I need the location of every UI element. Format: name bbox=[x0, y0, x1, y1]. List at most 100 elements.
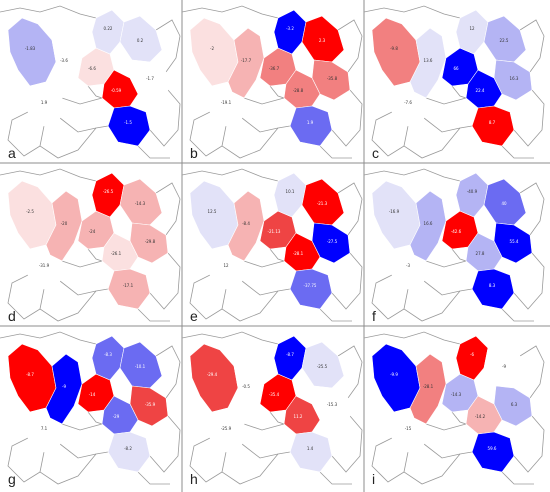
boundary-line bbox=[269, 248, 285, 262]
region-value-label: -28.1 bbox=[293, 251, 304, 256]
region-2 bbox=[45, 27, 83, 99]
region-value-label: 1.9 bbox=[307, 120, 314, 125]
region-2 bbox=[45, 353, 83, 425]
boundary-line bbox=[319, 471, 352, 485]
boundary-line bbox=[39, 451, 97, 485]
region-7 bbox=[283, 232, 321, 272]
region-value-label: -37.75 bbox=[304, 283, 317, 288]
region-value-label: -3.6 bbox=[60, 58, 68, 63]
region-2 bbox=[409, 353, 447, 425]
region-value-label: -26.1 bbox=[111, 251, 122, 256]
region-8 bbox=[107, 105, 151, 147]
boundary-line bbox=[149, 415, 181, 473]
region-value-label: -8.4 bbox=[242, 221, 250, 226]
region-9 bbox=[209, 244, 245, 290]
boundary-line bbox=[189, 111, 223, 157]
region-4 bbox=[91, 335, 125, 381]
region-value-label: -35.4 bbox=[269, 392, 280, 397]
region-value-label: -3.2 bbox=[286, 26, 294, 31]
region-2 bbox=[227, 190, 265, 262]
region-9 bbox=[209, 81, 245, 127]
region-2 bbox=[409, 190, 447, 262]
boundary-line bbox=[337, 19, 363, 73]
panel-label-c: c bbox=[372, 145, 379, 161]
boundary-line bbox=[519, 182, 545, 236]
region-2 bbox=[409, 27, 447, 99]
boundary-line bbox=[221, 288, 279, 322]
boundary-line bbox=[137, 145, 170, 159]
map-panel-d: -2.5 -20 -24 -26.5 -14.3 -29.8 -26.1 -17.1 -31.9… bbox=[0, 168, 181, 324]
region-value-label: 16.3 bbox=[510, 76, 519, 81]
boundary-line bbox=[0, 168, 97, 182]
panel-label-f: f bbox=[372, 308, 376, 324]
region-8 bbox=[471, 268, 515, 310]
region-4 bbox=[91, 172, 125, 218]
region-7 bbox=[101, 395, 139, 435]
region-5 bbox=[119, 15, 163, 63]
region-9 bbox=[391, 407, 427, 453]
boundary-line bbox=[155, 19, 181, 73]
region-value-label: -40.9 bbox=[467, 189, 478, 194]
region-value-label: -21.13 bbox=[268, 229, 281, 234]
region-value-label: 12 bbox=[223, 263, 229, 268]
region-value-label: 12.5 bbox=[208, 209, 217, 214]
boundary-line bbox=[363, 168, 461, 182]
boundary-line bbox=[331, 89, 363, 147]
region-value-label: 6.3 bbox=[511, 402, 518, 407]
boundary-line bbox=[269, 411, 285, 425]
boundary-line bbox=[7, 111, 41, 157]
region-value-label: -29 bbox=[113, 414, 120, 419]
region-value-label: -27.5 bbox=[327, 239, 338, 244]
region-value-label: 22.4 bbox=[476, 88, 485, 93]
region-value-label: -24 bbox=[89, 229, 96, 234]
boundary-line bbox=[181, 168, 279, 182]
boundary-line bbox=[87, 85, 103, 99]
region-value-label: -31.9 bbox=[39, 263, 50, 268]
region-7 bbox=[465, 232, 503, 272]
boundary-line bbox=[0, 5, 97, 19]
region-value-label: -0.59 bbox=[111, 88, 122, 93]
boundary-line bbox=[403, 288, 461, 322]
boundary-line bbox=[363, 331, 461, 345]
boundary-line bbox=[451, 411, 467, 425]
boundary-line bbox=[451, 248, 467, 262]
region-value-label: -29.8 bbox=[145, 239, 156, 244]
boundary-line bbox=[519, 19, 545, 73]
boundary-line bbox=[241, 280, 291, 296]
region-5 bbox=[301, 341, 345, 389]
region-value-label: 27.8 bbox=[476, 251, 485, 256]
region-2 bbox=[227, 353, 265, 425]
region-value-label: -9 bbox=[502, 364, 506, 369]
region-4 bbox=[455, 335, 489, 381]
boundary-line bbox=[155, 182, 181, 236]
region-value-label: -7.6 bbox=[404, 100, 412, 105]
boundary-line bbox=[39, 125, 97, 159]
region-value-label: -28.1 bbox=[423, 384, 434, 389]
region-value-label: -35.9 bbox=[145, 402, 156, 407]
region-value-label: -14 bbox=[89, 392, 96, 397]
panel-label-d: d bbox=[8, 308, 16, 324]
region-value-label: -1.7 bbox=[146, 76, 154, 81]
boundary-line bbox=[513, 415, 545, 473]
boundary-line bbox=[181, 331, 279, 345]
region-value-label: 16.6 bbox=[424, 221, 433, 226]
boundary-line bbox=[241, 443, 291, 459]
region-value-label: -1.83 bbox=[25, 46, 36, 51]
region-value-label: 0.22 bbox=[104, 26, 113, 31]
boundary-line bbox=[61, 423, 103, 431]
boundary-line bbox=[403, 451, 461, 485]
region-value-label: 1.4 bbox=[307, 446, 314, 451]
boundary-line bbox=[451, 85, 467, 99]
boundary-line bbox=[337, 182, 363, 236]
region-4 bbox=[273, 335, 307, 381]
region-value-label: -26.5 bbox=[103, 189, 114, 194]
region-value-label: -8.7 bbox=[286, 352, 294, 357]
region-5 bbox=[119, 341, 163, 389]
region-8 bbox=[107, 431, 151, 473]
region-value-label: -9 bbox=[62, 384, 66, 389]
region-value-label: 10.1 bbox=[286, 189, 295, 194]
region-8 bbox=[471, 105, 515, 147]
map-panel-b: -2 -17.7 -36.7 -3.2 2.3 -35.8 -28.8 1.9 -19.1 b bbox=[181, 5, 363, 161]
region-value-label: 55.4 bbox=[510, 239, 519, 244]
